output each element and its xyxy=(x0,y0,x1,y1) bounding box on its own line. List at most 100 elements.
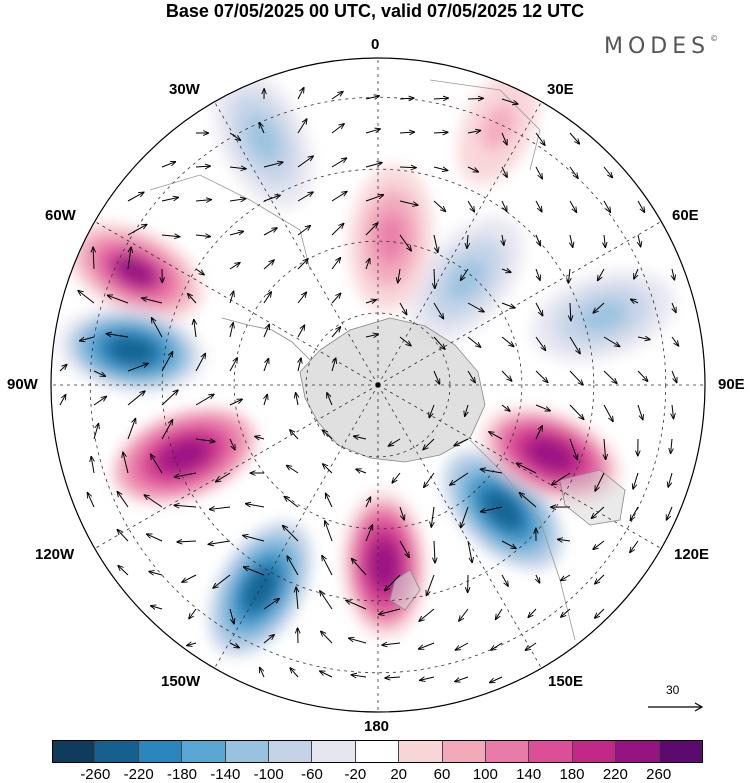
wind-vector xyxy=(419,642,435,649)
label-150e: 150E xyxy=(548,673,584,690)
wind-vector xyxy=(501,269,511,272)
wind-vector xyxy=(569,132,580,144)
wind-vector xyxy=(501,404,510,411)
label-180: 180 xyxy=(364,718,390,735)
wind-vector xyxy=(501,540,516,549)
wind-vector xyxy=(188,294,197,304)
anomaly-blob xyxy=(348,164,434,313)
wind-vector xyxy=(385,574,401,591)
wind-vector xyxy=(263,324,269,338)
wind-vector xyxy=(433,98,448,99)
wind-vector xyxy=(322,555,333,576)
wind-vector xyxy=(297,226,311,236)
label-30w: 30W xyxy=(169,81,200,98)
wind-vector xyxy=(569,200,576,212)
wind-vector xyxy=(569,404,584,419)
wind-vector xyxy=(182,574,197,582)
wind-vector xyxy=(151,606,163,609)
wind-vector xyxy=(93,396,107,406)
wind-vector xyxy=(399,336,411,346)
colorbar-tick-label: 140 xyxy=(516,766,542,783)
wind-vector xyxy=(127,391,145,406)
wind-vector xyxy=(392,472,401,483)
anomaly-blob xyxy=(65,222,205,321)
wind-vector xyxy=(127,247,131,270)
wind-vector xyxy=(467,234,468,248)
wind-vector xyxy=(634,268,639,279)
wind-vector xyxy=(429,404,435,418)
wind-vector xyxy=(433,200,446,211)
wind-vector xyxy=(467,336,481,347)
wind-vector xyxy=(331,258,340,270)
map-disk xyxy=(51,58,705,712)
wind-vector xyxy=(229,263,240,270)
anomaly-blob xyxy=(208,521,313,657)
wind-vector xyxy=(263,228,277,236)
wind-vector xyxy=(127,192,144,202)
wind-vector xyxy=(501,200,507,211)
wind-vector xyxy=(365,195,384,202)
wind-vector xyxy=(535,166,542,179)
wind-vector xyxy=(535,200,542,212)
colorbar-tick-label: -220 xyxy=(123,766,154,783)
wind-vector xyxy=(365,497,371,508)
wind-vector xyxy=(598,268,605,281)
wind-vector xyxy=(461,506,469,528)
label-60w: 60W xyxy=(45,207,76,224)
label-30e: 30E xyxy=(547,81,574,98)
wind-vector xyxy=(630,540,639,553)
wind-vector xyxy=(525,642,537,650)
wind-vector xyxy=(595,574,605,584)
wind-vector xyxy=(91,456,94,474)
wind-vector xyxy=(480,469,503,474)
wind-vector xyxy=(195,353,205,372)
label-90e: 90E xyxy=(718,376,745,393)
wind-vector xyxy=(118,566,129,576)
wind-vector xyxy=(151,318,163,338)
colorbar-swatch xyxy=(659,740,703,762)
label-60e: 60E xyxy=(672,207,699,224)
wind-vector xyxy=(535,302,543,316)
wind-vector xyxy=(603,336,620,347)
wind-vector xyxy=(399,302,407,315)
colorbar-tick-label: -20 xyxy=(344,766,367,783)
colorbar-tick-label: -260 xyxy=(80,766,111,783)
colorbar-swatch xyxy=(442,740,487,762)
brand-text: MODES xyxy=(604,34,711,59)
wind-vector xyxy=(419,608,435,621)
colorbar-tick-label: 20 xyxy=(390,766,407,783)
wind-vector xyxy=(106,334,129,338)
wind-vector xyxy=(297,259,308,270)
wind-vector xyxy=(431,506,434,527)
wind-vector xyxy=(459,608,469,621)
wind-vector xyxy=(637,200,645,212)
wind-vector xyxy=(593,302,605,313)
wind-vector xyxy=(502,234,504,245)
wind-vector xyxy=(87,493,95,508)
wind-vector xyxy=(327,393,333,406)
wind-vector xyxy=(263,358,269,372)
wind-vector xyxy=(356,469,367,473)
colorbar-swatch xyxy=(616,740,660,762)
wind-vector xyxy=(195,394,214,406)
wind-vector xyxy=(123,452,129,474)
wind-vector xyxy=(93,423,99,440)
wind-vector xyxy=(672,268,674,280)
colorbar-tick-label: 180 xyxy=(559,766,585,783)
wind-vector xyxy=(107,295,129,304)
colorbar-swatch xyxy=(138,740,183,762)
wind-vector xyxy=(637,337,650,340)
wind-vector xyxy=(399,167,416,168)
colorbar-swatch xyxy=(225,740,270,762)
wind-vector xyxy=(59,364,67,372)
wind-vector xyxy=(243,535,265,542)
wind-vector xyxy=(637,370,648,381)
wind-vector xyxy=(382,643,401,645)
wind-vector xyxy=(297,325,305,338)
wind-vector xyxy=(434,540,435,563)
wind-vector xyxy=(591,506,605,518)
map-boundary xyxy=(50,57,706,713)
wind-vector xyxy=(297,156,313,168)
colorbar-swatch xyxy=(486,740,530,762)
wind-vector xyxy=(568,268,570,283)
